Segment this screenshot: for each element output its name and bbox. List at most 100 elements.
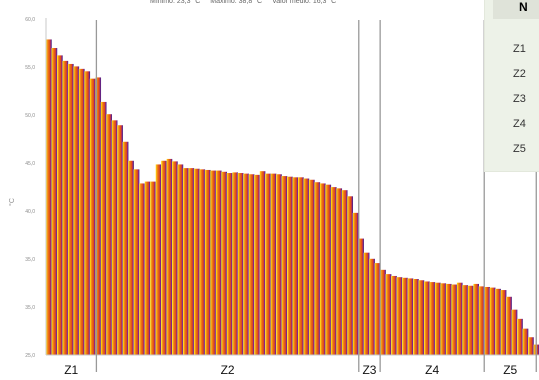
bar (171, 161, 178, 355)
bar (341, 190, 348, 355)
bar (84, 71, 91, 355)
bar (325, 184, 332, 355)
bar (462, 285, 469, 355)
bar (336, 188, 343, 355)
bar (363, 252, 370, 355)
legend-item: Z3 (513, 93, 526, 105)
tick-label: 40,0 (25, 209, 35, 215)
bar (413, 279, 419, 355)
bar (440, 283, 447, 355)
bar (391, 275, 397, 355)
bar (243, 173, 249, 355)
bar (511, 309, 518, 355)
bar (292, 177, 299, 355)
legend-item: Z4 (513, 118, 526, 130)
bar (308, 179, 315, 355)
tick-label: 35,0 (25, 305, 35, 311)
y-axis-label: °C (8, 198, 16, 206)
bar (193, 168, 200, 355)
zone-label: Z3 (362, 363, 376, 377)
bar (215, 170, 222, 355)
stats-row: Mínimo: 23,3 °C Máximo: 38,8 °C Valor me… (150, 0, 400, 10)
bar (489, 287, 496, 355)
bar (347, 196, 354, 355)
bar (199, 169, 206, 355)
bar (117, 125, 123, 355)
bar (232, 172, 238, 355)
bar (150, 181, 156, 355)
zone-lines (95, 20, 537, 372)
bar (177, 164, 184, 355)
legend-item: Z2 (513, 68, 526, 80)
bar (297, 177, 304, 355)
tick-labels: 60,0 55,0 50,0 45,0 40,0 35,0 35,0 25,0 (25, 17, 35, 359)
tick-label: 55,0 (25, 65, 35, 71)
tick-label: 25,0 (25, 353, 35, 359)
bar (259, 171, 266, 355)
bar (434, 282, 441, 355)
bar (144, 181, 151, 355)
max-stat: Máximo: 38,8 °C (210, 0, 263, 5)
bar (423, 281, 430, 355)
tick-label: 45,0 (25, 161, 35, 167)
bar (210, 170, 217, 355)
bar (473, 283, 479, 355)
bar (467, 285, 474, 355)
bar (374, 263, 381, 355)
bar (89, 78, 96, 355)
bar (106, 114, 112, 355)
bar (133, 169, 140, 355)
bar (396, 277, 403, 355)
bar (380, 269, 386, 355)
bar (369, 258, 375, 355)
bar (56, 55, 63, 355)
bar (51, 48, 58, 356)
bar (276, 174, 282, 355)
bar (500, 290, 507, 355)
bar (78, 68, 85, 356)
bar (226, 173, 233, 355)
bar (221, 171, 228, 355)
bar (270, 173, 277, 355)
bar (319, 183, 326, 355)
bar (73, 66, 80, 355)
bar (62, 60, 69, 355)
bar (265, 173, 271, 355)
legend-header-label: N (519, 0, 528, 14)
bar (254, 174, 260, 355)
bar (100, 101, 107, 355)
bar (122, 141, 129, 355)
bar (287, 176, 293, 355)
bar (429, 282, 436, 355)
bar (522, 328, 529, 355)
bar (506, 296, 512, 355)
bar (111, 120, 118, 355)
bar (155, 164, 162, 355)
bar (248, 174, 255, 355)
bar (402, 277, 408, 355)
zone-label: Z1 (64, 363, 78, 377)
bar (303, 178, 310, 355)
bar (451, 284, 458, 355)
bar (204, 169, 211, 355)
bar (281, 176, 288, 355)
bar (528, 337, 534, 355)
bar (352, 212, 359, 355)
tick-label: 50,0 (25, 113, 35, 119)
zone-legend-panel: N Z1 Z2 Z3 Z4 Z5 (484, 0, 539, 172)
bar (314, 182, 321, 355)
bar (456, 282, 463, 355)
zone-label: Z4 (425, 363, 439, 377)
bar (484, 286, 490, 355)
bars-group (46, 39, 539, 356)
bar (358, 238, 364, 355)
bar (161, 160, 167, 355)
bar (128, 160, 134, 355)
bar (46, 39, 52, 355)
mean-stat: Valor medio: 16,3 °C (272, 0, 337, 5)
bar (445, 283, 452, 355)
tick-label: 60,0 (25, 17, 35, 23)
bar (330, 187, 337, 355)
bar (385, 274, 392, 355)
tick-label: 35,0 (25, 257, 35, 263)
